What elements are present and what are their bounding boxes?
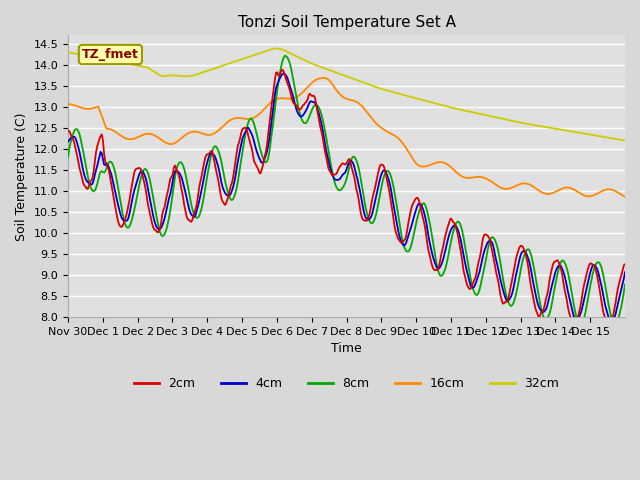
Y-axis label: Soil Temperature (C): Soil Temperature (C) (15, 112, 28, 240)
Legend: 2cm, 4cm, 8cm, 16cm, 32cm: 2cm, 4cm, 8cm, 16cm, 32cm (129, 372, 564, 396)
X-axis label: Time: Time (331, 342, 362, 356)
Text: TZ_fmet: TZ_fmet (82, 48, 139, 61)
Title: Tonzi Soil Temperature Set A: Tonzi Soil Temperature Set A (237, 15, 456, 30)
